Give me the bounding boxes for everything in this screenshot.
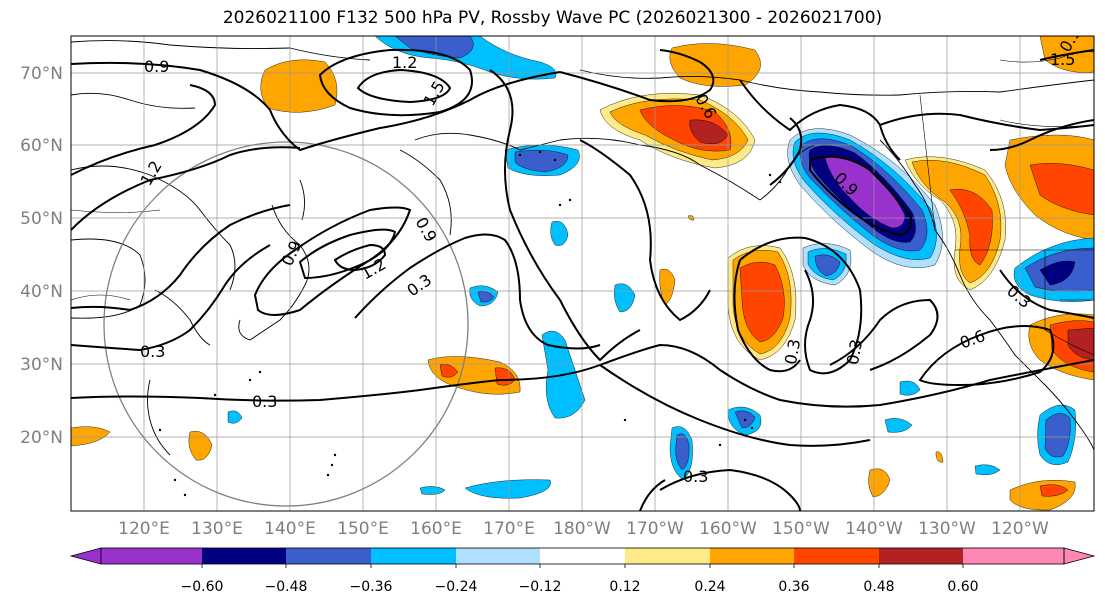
- lon-label: 130°E: [191, 519, 243, 539]
- lon-label: 140°E: [264, 519, 316, 539]
- lon-label: 120°W: [991, 519, 1049, 539]
- lon-label: 150°W: [772, 519, 830, 539]
- anomaly-positive: [669, 43, 761, 87]
- anomaly-negative: [675, 433, 690, 471]
- lat-label: 60°N: [20, 136, 63, 156]
- colorbar-tick-labels: −0.60 −0.48 −0.36 −0.24 −0.12 0.12 0.24 …: [181, 579, 979, 595]
- contour-label: 0.3: [683, 467, 708, 486]
- anomaly-negative: [814, 254, 841, 277]
- lat-label: 30°N: [20, 355, 63, 375]
- lon-label: 170°W: [626, 519, 684, 539]
- colorbar-cell: [794, 548, 879, 564]
- colorbar-extend-low: [69, 547, 102, 565]
- colorbar-cell: [456, 548, 540, 564]
- anomaly-positive: [71, 426, 111, 447]
- lon-label: 140°W: [845, 519, 903, 539]
- colorbar-tick: 0.60: [947, 579, 978, 595]
- contour-label: 0.3: [140, 342, 165, 361]
- colorbar: −0.60 −0.48 −0.36 −0.24 −0.12 0.12 0.24 …: [69, 547, 1096, 595]
- latitude-labels: 70°N 60°N 50°N 40°N 30°N 20°N: [20, 64, 63, 448]
- anomaly-positive: [739, 261, 785, 343]
- colorbar-cell: [540, 548, 625, 564]
- island-chains: [158, 150, 782, 497]
- anomaly-positive: [659, 268, 676, 306]
- contour-label: 0.3: [843, 338, 866, 366]
- contour-label: 0.3: [252, 392, 277, 411]
- contour-label: 0.9: [144, 57, 169, 76]
- colorbar-extend-high: [1063, 547, 1096, 565]
- colorbar-tick: 0.36: [778, 579, 809, 595]
- lon-label: 170°E: [483, 519, 535, 539]
- anomaly-negative: [477, 291, 495, 303]
- reference-circle: [103, 141, 469, 507]
- anomaly-positive: [935, 451, 944, 463]
- colorbar-cell: [101, 548, 202, 564]
- colorbar-cell: [286, 548, 371, 564]
- anomaly-negative: [227, 410, 243, 424]
- lon-label: 120°E: [118, 519, 170, 539]
- lon-label: 180°W: [553, 519, 611, 539]
- lat-label: 70°N: [20, 64, 63, 84]
- contour-label: 0.3: [781, 338, 804, 366]
- anomaly-positive: [1029, 163, 1094, 216]
- anomaly-positive: [949, 189, 993, 266]
- anomaly-positive: [260, 59, 338, 113]
- colorbar-tick: −0.36: [350, 579, 393, 595]
- contour-label: 1.2: [392, 53, 417, 72]
- anomaly-negative: [974, 464, 1001, 476]
- pv-contours: [71, 48, 1094, 511]
- anomaly-positive: [1039, 484, 1069, 497]
- anomaly-negative: [1039, 260, 1076, 286]
- colorbar-cells: [69, 547, 1096, 568]
- colorbar-tick: −0.60: [181, 579, 224, 595]
- lon-label: 130°W: [918, 519, 976, 539]
- anomaly-positive: [188, 431, 213, 461]
- colorbar-tick: −0.48: [265, 579, 308, 595]
- colorbar-cell: [963, 548, 1064, 564]
- anomaly-negative: [419, 486, 446, 495]
- shaded-anomaly-fields: [71, 36, 1094, 511]
- colorbar-tick: 0.24: [694, 579, 725, 595]
- anomaly-negative: [899, 380, 921, 396]
- lon-label: 150°E: [337, 519, 389, 539]
- anomaly-positive: [689, 119, 729, 145]
- lat-label: 20°N: [20, 428, 63, 448]
- plot-title: 2026021100 F132 500 hPa PV, Rossby Wave …: [222, 8, 883, 28]
- colorbar-cell: [710, 548, 794, 564]
- colorbar-cell: [625, 548, 710, 564]
- anomaly-positive: [439, 364, 459, 378]
- anomaly-negative: [514, 149, 569, 173]
- lon-label: 160°E: [410, 519, 462, 539]
- lon-label: 160°W: [699, 519, 757, 539]
- longitude-labels: 120°E 130°E 140°E 150°E 160°E 170°E 180°…: [118, 519, 1049, 539]
- gridlines: [71, 36, 1094, 511]
- contour-label: 1.5: [1050, 50, 1075, 69]
- lat-label: 40°N: [20, 282, 63, 302]
- lat-label: 50°N: [20, 209, 63, 229]
- colorbar-tick: 0.48: [863, 579, 894, 595]
- colorbar-outline: [100, 547, 1065, 565]
- map-plot-area: 0.9 1.2 1.5 1.2 0.9 0.9 1.2 0.6 0.3 0.3 …: [71, 36, 1094, 511]
- colorbar-tick: −0.24: [435, 579, 478, 595]
- anomaly-negative: [550, 221, 569, 246]
- map-frame: [70, 35, 1095, 512]
- anomaly-negative: [1044, 413, 1071, 458]
- anomaly-negative: [464, 479, 551, 499]
- anomaly-negative: [884, 418, 913, 433]
- colorbar-tick: −0.12: [519, 579, 562, 595]
- borders: [71, 51, 1094, 356]
- colorbar-cell: [371, 548, 456, 564]
- colorbar-tick: 0.12: [609, 579, 640, 595]
- colorbar-cell: [202, 548, 286, 564]
- colorbar-cell: [879, 548, 963, 564]
